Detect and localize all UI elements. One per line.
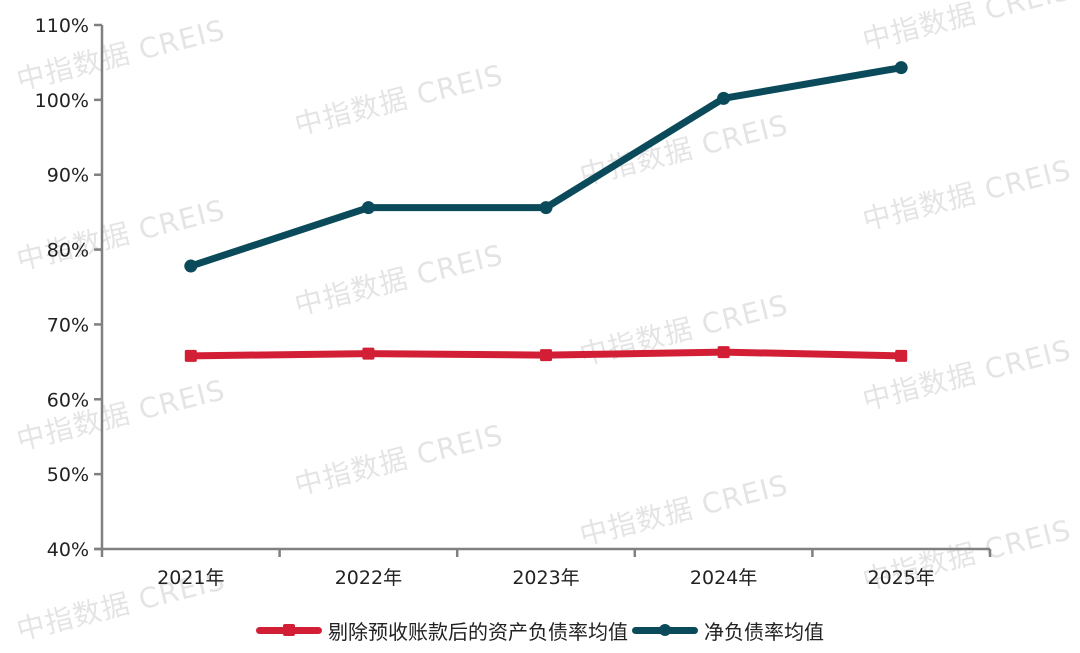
legend-label: 净负债率均值	[704, 619, 824, 644]
y-tick-label: 90%	[47, 165, 89, 187]
legend-marker-0	[283, 624, 295, 636]
data-point-circle-marker[interactable]	[894, 61, 908, 75]
y-tick-label: 60%	[47, 389, 89, 411]
data-point-square-marker[interactable]	[184, 349, 197, 362]
x-tick-label: 2022年	[335, 567, 402, 589]
y-tick-label: 50%	[47, 464, 89, 486]
red-line-square-marker-icon	[256, 620, 322, 640]
series-1	[184, 61, 908, 273]
x-tick-label: 2025年	[868, 567, 935, 589]
series-0	[184, 346, 908, 362]
legend-item-asset-liability-ratio[interactable]: 剔除预收账款后的资产负债率均值	[256, 616, 628, 645]
chart-legend: 剔除预收账款后的资产负债率均值 净负债率均值	[0, 612, 1080, 648]
x-tick-label: 2024年	[690, 567, 757, 589]
x-axis: 2021年 2022年 2023年 2024年 2025年	[94, 547, 992, 589]
data-point-circle-marker[interactable]	[539, 201, 553, 215]
data-point-square-marker[interactable]	[895, 349, 908, 362]
legend-item-net-debt-ratio[interactable]: 净负债率均值	[632, 616, 824, 645]
data-point-circle-marker[interactable]	[717, 91, 731, 105]
y-axis: 40% 50% 60% 70% 80% 90% 100% 110%	[35, 15, 104, 561]
legend-label: 剔除预收账款后的资产负债率均值	[328, 619, 628, 644]
legend-marker-1	[659, 624, 671, 636]
y-tick-label: 70%	[47, 314, 89, 336]
y-tick-label: 110%	[35, 15, 89, 37]
x-tick-label: 2023年	[512, 567, 579, 589]
teal-line-circle-marker-icon	[632, 620, 698, 640]
data-point-circle-marker[interactable]	[184, 259, 198, 273]
data-point-square-marker[interactable]	[717, 346, 730, 359]
y-tick-label: 40%	[47, 539, 89, 561]
data-point-square-marker[interactable]	[362, 347, 375, 360]
x-tick-label: 2021年	[157, 567, 224, 589]
series-layer	[184, 61, 908, 362]
series-line	[187, 64, 905, 270]
data-point-circle-marker[interactable]	[361, 201, 375, 215]
y-tick-label: 100%	[35, 90, 89, 112]
data-point-square-marker[interactable]	[540, 349, 552, 362]
y-tick-label: 80%	[47, 240, 89, 262]
